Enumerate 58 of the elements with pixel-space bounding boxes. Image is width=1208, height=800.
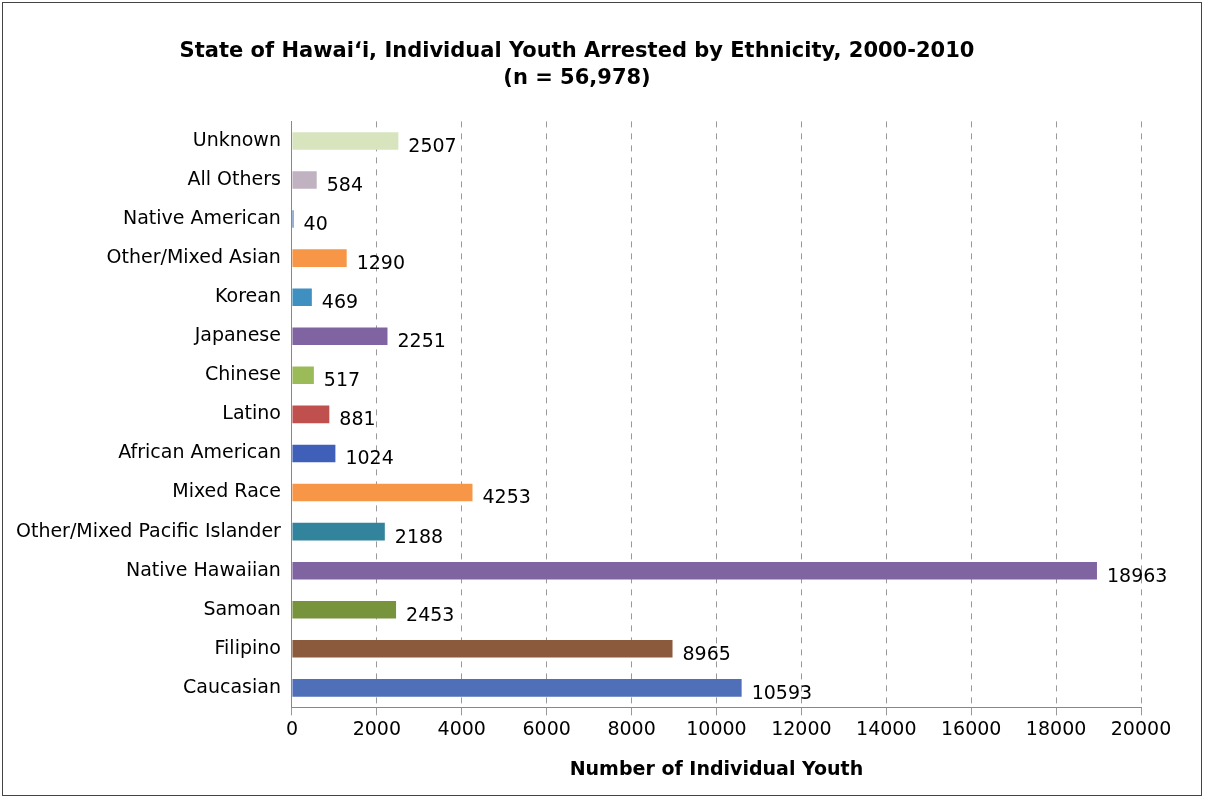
y-tick-label: Caucasian <box>183 674 281 697</box>
bar <box>292 679 742 697</box>
data-label: 2251 <box>397 329 446 352</box>
data-label: 10593 <box>751 680 813 703</box>
x-tick-label: 12000 <box>771 716 832 739</box>
y-tick-label: Japanese <box>193 323 281 346</box>
bar <box>292 561 1097 580</box>
data-label: 469 <box>321 290 359 313</box>
x-tick-label: 2000 <box>352 716 402 739</box>
bar <box>292 640 673 658</box>
data-label: 881 <box>339 407 376 430</box>
y-tick-label: Unknown <box>192 127 281 150</box>
bar <box>292 327 388 346</box>
data-label: 40 <box>303 212 328 234</box>
chart-title: State of Hawaiʻi, Individual Youth Arrested by Ethnicity, 2000-2010 <box>179 38 975 63</box>
data-label: 8965 <box>682 641 731 664</box>
data-label: 2507 <box>408 133 457 156</box>
data-label: 1290 <box>356 251 406 274</box>
y-tick-label: Mixed Race <box>172 479 281 502</box>
bar <box>292 366 314 385</box>
bar <box>292 288 312 306</box>
x-tick-label: 4000 <box>437 716 486 739</box>
data-label: 18963 <box>1106 563 1168 586</box>
y-tick-label: Other/Mixed Asian <box>106 245 281 268</box>
bar <box>292 405 330 424</box>
y-tick-label: Filipino <box>214 635 281 658</box>
data-label: 1024 <box>345 446 394 469</box>
y-tick-label: Native American <box>122 206 281 228</box>
y-tick-label: Korean <box>215 284 281 307</box>
x-axis-title: Number of Individual Youth <box>569 756 864 779</box>
bar <box>292 171 317 189</box>
x-tick-label: 20000 <box>1110 716 1172 739</box>
x-tick-label: 14000 <box>856 716 917 739</box>
data-label: 2453 <box>406 602 455 625</box>
x-tick-label: 18000 <box>1025 716 1087 739</box>
x-tick-label: 10000 <box>686 716 747 739</box>
bar <box>292 522 385 541</box>
bar <box>292 249 347 267</box>
y-tick-label: Latino <box>222 401 281 424</box>
bar <box>292 444 336 463</box>
y-tick-label: Native Hawaiian <box>126 557 281 580</box>
x-tick-label: 0 <box>285 716 298 739</box>
x-tick-label: 6000 <box>522 716 571 739</box>
data-label: 2188 <box>394 524 444 547</box>
y-tick-label: Other/Mixed Pacific Islander <box>15 518 282 541</box>
y-tick-label: African American <box>118 440 281 463</box>
bar <box>292 483 473 502</box>
y-tick-label: Samoan <box>203 596 281 619</box>
chart-subtitle: (n = 56,978) <box>503 65 651 90</box>
bar <box>292 600 397 619</box>
y-tick-label: Chinese <box>205 362 281 385</box>
data-label: 4253 <box>482 485 531 508</box>
data-label: 517 <box>323 368 361 391</box>
x-tick-label: 16000 <box>940 716 1002 739</box>
data-label: 584 <box>326 172 363 195</box>
bar <box>292 132 399 150</box>
x-tick-label: 8000 <box>607 716 656 739</box>
y-tick-label: All Others <box>187 166 281 189</box>
